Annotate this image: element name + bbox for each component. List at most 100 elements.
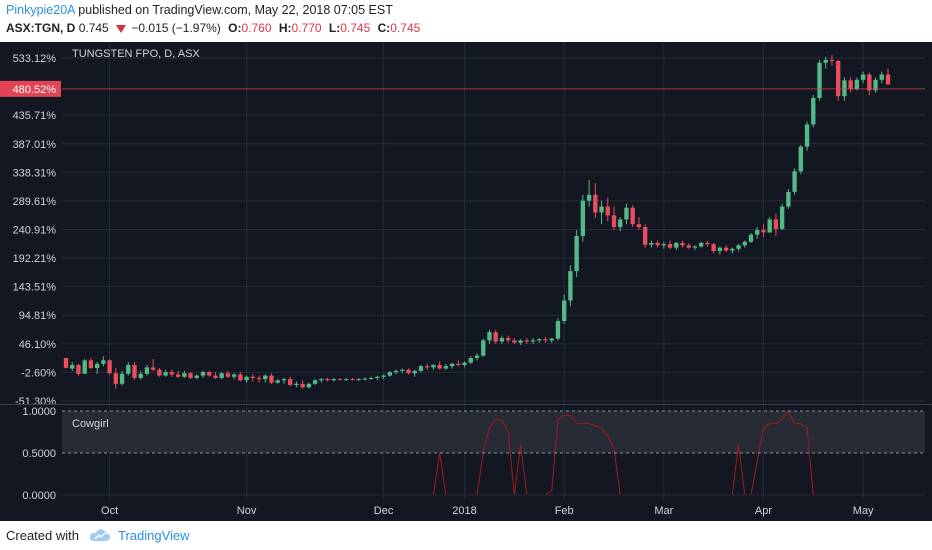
candle-body [761, 230, 766, 233]
candle-body [661, 244, 666, 246]
candle-body [518, 340, 523, 343]
candle-body [175, 374, 181, 377]
candle-body [555, 321, 561, 339]
candle-body [381, 375, 386, 377]
price-tick-label: 338.31% [13, 167, 57, 179]
price-tick-label: 533.12% [13, 53, 57, 65]
candle-body [437, 365, 442, 369]
candle-body [512, 340, 517, 343]
candle-body [705, 242, 710, 245]
candle-body [138, 373, 143, 378]
price-tick-label: 143.51% [13, 282, 57, 294]
candle-body [200, 372, 206, 376]
candle-body [817, 62, 822, 98]
time-tick-label: Oct [101, 505, 118, 517]
candle-body [362, 378, 368, 380]
candle-body [711, 244, 716, 252]
candle-body [94, 363, 100, 368]
candle-body [804, 124, 810, 147]
candle-body [649, 242, 654, 245]
candle-body [568, 271, 573, 301]
candle-body [692, 246, 698, 248]
candle-body [443, 366, 449, 369]
candle-body [119, 373, 125, 384]
time-tick-label: Apr [755, 505, 772, 517]
candle-body [294, 383, 299, 385]
tradingview-cloud-icon[interactable] [88, 527, 112, 543]
candle-body [456, 363, 461, 366]
author-link[interactable]: Pinkypie20A [6, 3, 75, 17]
candle-body [375, 376, 380, 378]
candle-body [275, 380, 280, 383]
candle-body [723, 247, 729, 251]
candle-body [786, 191, 791, 207]
candle-body [854, 79, 860, 90]
high-label: H: [278, 21, 292, 35]
candle-body [368, 377, 374, 379]
publish-info: Pinkypie20A published on TradingView.com… [6, 3, 393, 17]
candle-body [537, 339, 542, 341]
candle-body [194, 375, 199, 378]
candle-body [144, 367, 150, 374]
candle-body [524, 340, 529, 342]
price-tick-label: 435.71% [13, 110, 57, 122]
indicator-tick-label: 0.5000 [22, 448, 56, 460]
open-label: O: [228, 21, 242, 35]
symbol-info: ASX:TGN, D 0.745 −0.015 (−1.97%) O:0.760… [6, 21, 420, 35]
candle-body [219, 373, 224, 378]
candle-body [151, 367, 156, 370]
candle-body [356, 379, 361, 381]
candle-body [742, 241, 747, 246]
candle-body [163, 372, 168, 376]
candle-body [792, 171, 797, 192]
candle-body [630, 207, 635, 225]
open-value: 0.760 [241, 21, 272, 35]
symbol-label: ASX:TGN, D [6, 21, 76, 35]
candle-body [885, 74, 891, 85]
candle-body [281, 379, 287, 381]
candle-body [842, 80, 847, 97]
candle-body [624, 207, 629, 220]
candle-body [674, 242, 679, 248]
indicator-tick-label: 1.0000 [22, 406, 56, 418]
candle-body [474, 355, 480, 358]
candle-body [580, 200, 586, 236]
tradingview-brand-link[interactable]: TradingView [118, 528, 190, 543]
candle-body [157, 369, 162, 376]
candle-body [636, 224, 642, 228]
footer: Created with TradingView [0, 521, 932, 550]
indicator-axis: 1.0000 0.5000 0.0000 [22, 406, 925, 502]
price-chart[interactable]: TUNGSTEN FPO, D, ASX Cowgirl 533.12% 480.… [0, 42, 932, 521]
candle-body [126, 365, 131, 374]
candle-body [76, 365, 81, 374]
candle-body [207, 372, 212, 376]
candle-body [829, 59, 835, 62]
candle-body [88, 360, 94, 368]
candles [63, 55, 891, 389]
candle-body [325, 379, 330, 381]
created-with-text: Created with [6, 528, 79, 543]
candle-body [867, 74, 872, 91]
last-price: 0.745 [78, 21, 109, 35]
price-tick-label: 289.61% [13, 196, 57, 208]
candle-body [493, 332, 498, 342]
candle-body [344, 379, 349, 381]
published-text: published on TradingView.com, May 22, 20… [78, 3, 393, 17]
low-value: 0.745 [340, 21, 371, 35]
current-price-label: 480.52% [0, 80, 925, 97]
time-tick-label: Feb [555, 505, 574, 517]
candle-body [462, 362, 467, 366]
candle-body [505, 338, 511, 341]
candle-body [306, 383, 312, 388]
candle-body [755, 230, 760, 235]
candle-body [487, 332, 492, 341]
candle-body [337, 379, 343, 381]
candle-body [113, 373, 118, 384]
candle-body [300, 383, 305, 388]
time-tick-label: 2018 [452, 505, 476, 517]
low-label: L: [328, 21, 341, 35]
candle-body [331, 379, 336, 381]
candle-body [431, 365, 436, 368]
candle-body [574, 235, 579, 272]
candle-body [618, 219, 623, 228]
